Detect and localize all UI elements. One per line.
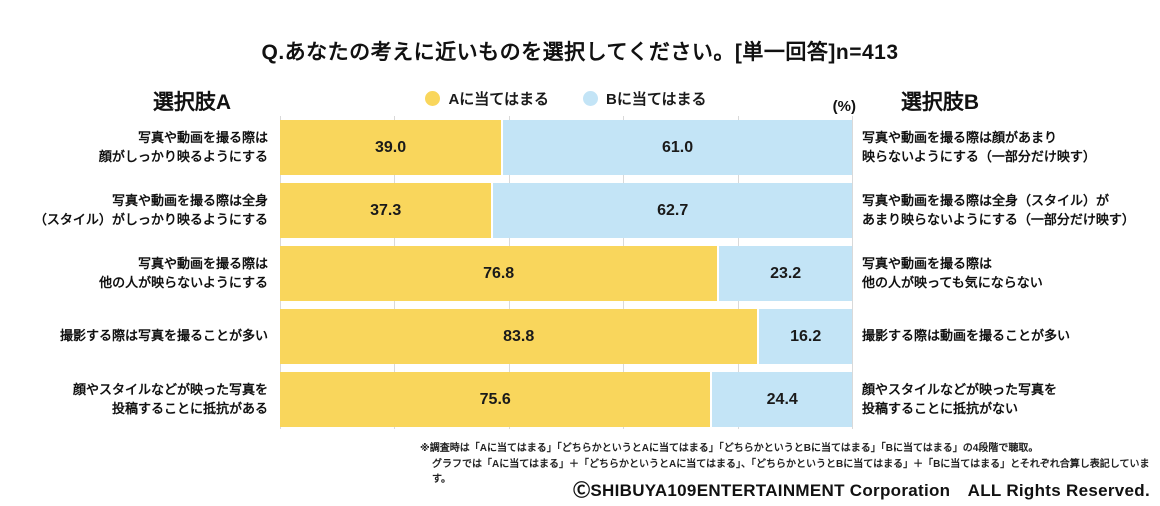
choice-b-header: 選択肢B xyxy=(900,91,980,114)
footnote-line-1: ※調査時は「Aに当てはまる」「どちらかというとAに当てはまる」「どちらかというと… xyxy=(420,443,1039,454)
value-a: 75.6 xyxy=(479,390,511,408)
footnotes: ※調査時は「Aに当てはまる」「どちらかというとAに当てはまる」「どちらかというと… xyxy=(420,441,1156,488)
choice-a-label: 顔やスタイルなどが映った写真を 投稿することに抵抗がある xyxy=(72,381,268,416)
percent-unit-label: (%) xyxy=(832,98,856,115)
bar-row: 83.8 16.2 xyxy=(280,309,852,364)
choice-b-label: 写真や動画を撮る際は全身（スタイル）が あまり映らないようにする（一部分だけ映す… xyxy=(862,192,1135,227)
stacked-bar-chart: 39.0 61.0 37.3 62.7 76.8 23.2 83.8 16.2 75.6 24.4 xyxy=(280,116,853,429)
segment-a: 83.8 xyxy=(280,309,760,364)
segment-a: 76.8 xyxy=(280,246,720,301)
bar-row: 76.8 23.2 xyxy=(280,246,852,301)
bar-row: 39.0 61.0 xyxy=(280,120,852,175)
left-labels: 写真や動画を撮る際は 顔がしっかり映るようにする写真や動画を撮る際は全身 （スタ… xyxy=(0,120,268,427)
segment-a: 37.3 xyxy=(280,183,494,238)
segment-a: 75.6 xyxy=(280,372,713,427)
right-labels: 写真や動画を撮る際は顔があまり 映らないようにする（一部分だけ映す） 写真や動画を… xyxy=(862,120,1158,427)
segment-b: 62.7 xyxy=(493,183,852,238)
bar-row: 37.3 62.7 xyxy=(280,183,852,238)
segment-b: 23.2 xyxy=(719,246,852,301)
legend-swatch-a-icon xyxy=(425,91,441,106)
choice-b-label: 写真や動画を撮る際は顔があまり 映らないようにする（一部分だけ映す） xyxy=(862,129,1096,164)
bar-row: 75.6 24.4 xyxy=(280,372,852,427)
segment-b: 24.4 xyxy=(712,372,852,427)
value-b: 62.7 xyxy=(657,201,689,219)
choice-a-label: 写真や動画を撮る際は 顔がしっかり映るようにする xyxy=(98,129,268,164)
choice-a-label: 撮影する際は写真を撮ることが多い xyxy=(59,328,268,344)
value-a: 83.8 xyxy=(503,327,535,345)
value-b: 61.0 xyxy=(661,138,694,156)
value-b: 24.4 xyxy=(766,390,798,408)
segment-b: 61.0 xyxy=(503,120,852,175)
choice-a-header: 選択肢A xyxy=(152,91,232,114)
legend-item-a: Aに当てはまる xyxy=(425,88,549,109)
choice-b-label: 顔やスタイルなどが映った写真を 投稿することに抵抗がない xyxy=(862,381,1058,416)
legend-swatch-b-icon xyxy=(583,91,598,106)
legend-item-b: Bに当てはまる xyxy=(583,88,707,109)
bars: 39.0 61.0 37.3 62.7 76.8 23.2 83.8 16.2 75.6 24.4 xyxy=(280,120,852,427)
value-a: 76.8 xyxy=(483,264,515,282)
choice-a-label: 写真や動画を撮る際は 他の人が映らないようにする xyxy=(99,255,268,290)
segment-a: 39.0 xyxy=(280,120,504,175)
copyright-text: ⒸSHIBUYA109ENTERTAINMENT Corporation ALL… xyxy=(573,481,1150,500)
value-b: 16.2 xyxy=(790,327,822,345)
segment-b: 16.2 xyxy=(759,309,852,364)
value-a: 39.0 xyxy=(374,138,407,156)
value-b: 23.2 xyxy=(770,264,802,282)
legend-label-b: Bに当てはまる xyxy=(606,91,707,108)
chart-title: Q.あなたの考えに近いものを選択してください。[単一回答]n=413 xyxy=(261,41,899,64)
legend-label-a: Aに当てはまる xyxy=(448,91,549,108)
gridline xyxy=(852,116,853,429)
value-a: 37.3 xyxy=(370,201,402,219)
legend: Aに当てはまる Bに当てはまる xyxy=(280,88,852,109)
choice-b-label: 撮影する際は動画を撮ることが多い xyxy=(862,328,1071,344)
choice-b-label: 写真や動画を撮る際は 他の人が映っても気にならない xyxy=(862,255,1043,290)
choice-a-label: 写真や動画を撮る際は全身 （スタイル）がしっかり映るようにする xyxy=(33,192,268,227)
footnote-line-2: グラフでは「Aに当てはまる」＋「どちらかというとAに当てはまる」、「どちらかとい… xyxy=(432,458,1150,486)
